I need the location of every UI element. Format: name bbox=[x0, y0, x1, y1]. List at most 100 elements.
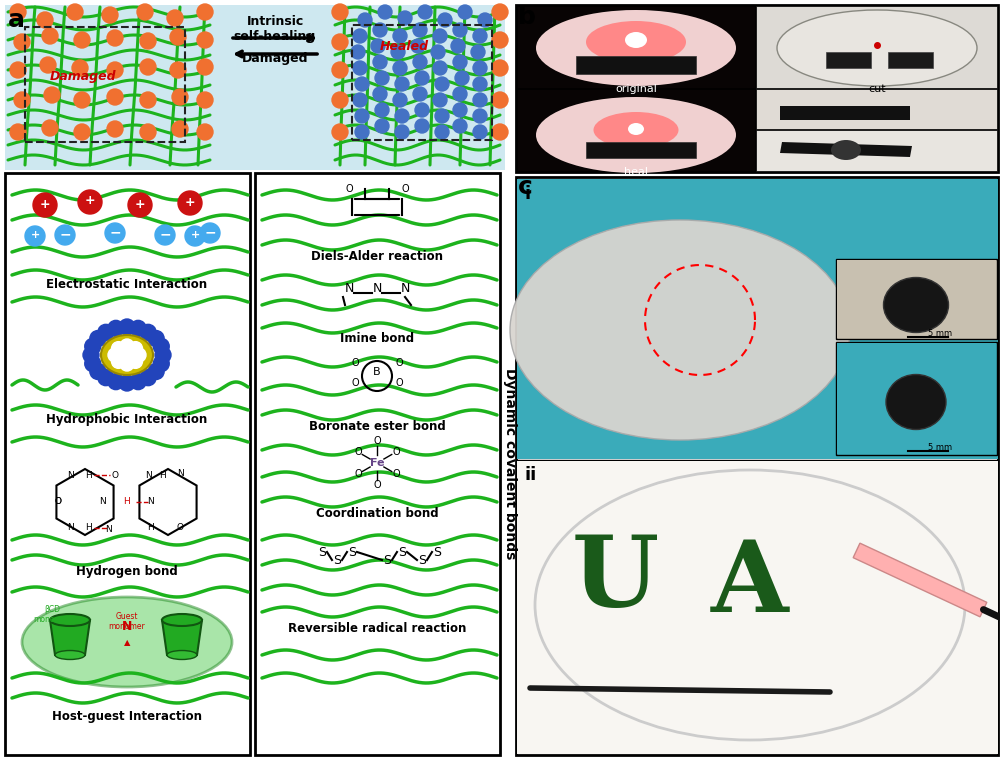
Circle shape bbox=[119, 319, 135, 335]
Text: Hydrogen bond: Hydrogen bond bbox=[76, 565, 178, 578]
Text: +: + bbox=[40, 198, 50, 211]
Bar bbox=[837, 260, 996, 338]
Text: heal: heal bbox=[624, 167, 648, 177]
Text: Damaged: Damaged bbox=[242, 52, 308, 65]
Bar bbox=[756, 130, 997, 171]
Bar bbox=[255, 173, 500, 755]
Text: O: O bbox=[395, 378, 403, 388]
Text: −: − bbox=[204, 225, 216, 239]
Circle shape bbox=[140, 124, 156, 140]
Circle shape bbox=[332, 62, 348, 78]
Ellipse shape bbox=[22, 597, 232, 687]
Ellipse shape bbox=[884, 277, 948, 333]
Text: S: S bbox=[418, 553, 426, 566]
Circle shape bbox=[10, 62, 26, 78]
Text: βCD
monomer: βCD monomer bbox=[34, 605, 70, 625]
Circle shape bbox=[197, 92, 213, 108]
Text: −: − bbox=[109, 225, 121, 239]
Circle shape bbox=[373, 87, 387, 101]
Text: Dynamic covalent bonds: Dynamic covalent bonds bbox=[503, 369, 517, 559]
Ellipse shape bbox=[625, 32, 647, 48]
Circle shape bbox=[398, 11, 412, 25]
Bar bbox=[25, 27, 185, 142]
Circle shape bbox=[431, 45, 445, 59]
Circle shape bbox=[105, 223, 125, 243]
Circle shape bbox=[74, 92, 90, 108]
Circle shape bbox=[140, 92, 156, 108]
Circle shape bbox=[10, 124, 26, 140]
Text: original: original bbox=[615, 84, 657, 94]
Circle shape bbox=[197, 4, 213, 20]
Circle shape bbox=[14, 34, 30, 50]
Circle shape bbox=[471, 45, 485, 59]
Circle shape bbox=[37, 12, 53, 28]
Circle shape bbox=[185, 226, 205, 246]
Circle shape bbox=[473, 93, 487, 107]
Circle shape bbox=[83, 347, 99, 363]
Circle shape bbox=[492, 60, 508, 76]
Text: B: B bbox=[373, 367, 381, 377]
Text: b: b bbox=[518, 5, 536, 29]
Text: Host-guest Interaction: Host-guest Interaction bbox=[52, 710, 202, 723]
Circle shape bbox=[433, 29, 447, 43]
Circle shape bbox=[415, 119, 429, 133]
Circle shape bbox=[155, 225, 175, 245]
Circle shape bbox=[393, 93, 407, 107]
Text: +: + bbox=[185, 195, 195, 208]
Circle shape bbox=[393, 61, 407, 75]
Text: H: H bbox=[123, 498, 129, 506]
Bar bbox=[836, 259, 997, 339]
Circle shape bbox=[90, 331, 106, 347]
Text: N: N bbox=[400, 282, 410, 295]
Bar bbox=[837, 343, 996, 454]
Circle shape bbox=[473, 125, 487, 139]
Text: H: H bbox=[147, 524, 153, 533]
Text: Electrostatic Interaction: Electrostatic Interaction bbox=[46, 278, 208, 291]
Circle shape bbox=[395, 125, 409, 139]
Circle shape bbox=[413, 55, 427, 69]
Circle shape bbox=[178, 191, 202, 215]
Ellipse shape bbox=[55, 651, 85, 660]
Circle shape bbox=[170, 62, 186, 78]
Ellipse shape bbox=[594, 112, 678, 148]
Circle shape bbox=[112, 354, 126, 369]
Text: N: N bbox=[344, 282, 354, 295]
Circle shape bbox=[98, 369, 114, 385]
Circle shape bbox=[373, 23, 387, 37]
Circle shape bbox=[172, 121, 188, 137]
Text: a: a bbox=[8, 8, 25, 32]
Circle shape bbox=[458, 5, 472, 19]
Ellipse shape bbox=[777, 10, 977, 86]
Circle shape bbox=[413, 87, 427, 101]
Circle shape bbox=[132, 348, 146, 362]
Circle shape bbox=[148, 363, 164, 379]
Text: O: O bbox=[354, 469, 362, 479]
Text: N: N bbox=[106, 525, 112, 534]
Text: O: O bbox=[54, 498, 62, 506]
Circle shape bbox=[42, 120, 58, 136]
Circle shape bbox=[140, 33, 156, 49]
Circle shape bbox=[492, 124, 508, 140]
Circle shape bbox=[478, 13, 492, 27]
Circle shape bbox=[107, 62, 123, 78]
Circle shape bbox=[74, 32, 90, 48]
Ellipse shape bbox=[831, 140, 861, 160]
Circle shape bbox=[435, 109, 449, 123]
Circle shape bbox=[332, 124, 348, 140]
Text: +: + bbox=[135, 198, 145, 211]
Circle shape bbox=[375, 103, 389, 117]
Circle shape bbox=[353, 61, 367, 75]
Text: Reversible radical reaction: Reversible radical reaction bbox=[288, 622, 466, 635]
Text: A: A bbox=[711, 537, 789, 634]
Circle shape bbox=[375, 119, 389, 133]
Circle shape bbox=[351, 45, 365, 59]
Ellipse shape bbox=[162, 614, 202, 626]
Circle shape bbox=[74, 124, 90, 140]
Circle shape bbox=[418, 5, 432, 19]
Circle shape bbox=[197, 32, 213, 48]
Ellipse shape bbox=[50, 614, 90, 626]
Text: U: U bbox=[571, 531, 659, 629]
Circle shape bbox=[395, 77, 409, 91]
Polygon shape bbox=[50, 620, 90, 655]
Circle shape bbox=[373, 55, 387, 69]
